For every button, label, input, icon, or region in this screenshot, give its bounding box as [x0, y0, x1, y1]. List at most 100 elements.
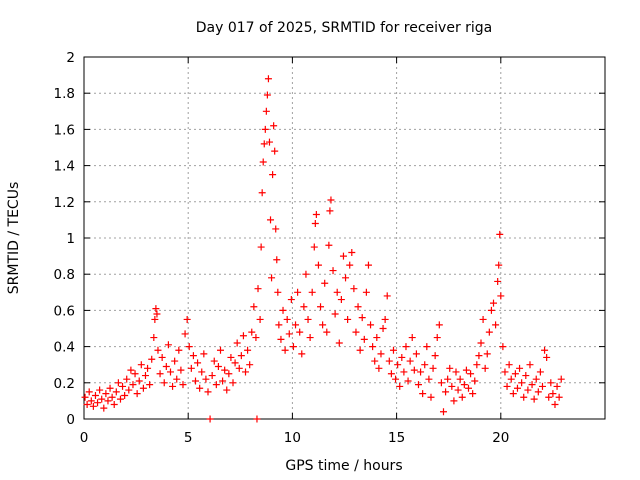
data-point — [541, 346, 549, 354]
data-point — [394, 361, 402, 369]
data-point — [490, 299, 498, 307]
x-tick-label: 20 — [492, 430, 509, 446]
data-point — [287, 296, 295, 304]
y-tick-label: 1.8 — [54, 86, 75, 102]
data-point — [475, 352, 483, 360]
data-point — [206, 415, 214, 423]
data-point — [479, 315, 487, 323]
data-point — [534, 388, 542, 396]
data-point — [183, 315, 191, 323]
data-point — [125, 386, 133, 394]
data-point — [404, 377, 412, 385]
data-point — [242, 368, 250, 376]
data-point — [166, 368, 174, 376]
data-point — [536, 368, 544, 376]
data-point — [121, 391, 129, 399]
data-point — [294, 288, 302, 296]
data-point — [358, 314, 366, 322]
data-point — [116, 395, 124, 403]
data-point — [494, 277, 502, 285]
data-point — [400, 368, 408, 376]
data-point — [410, 366, 418, 374]
data-point — [281, 346, 289, 354]
data-point — [244, 346, 252, 354]
y-tick-label: 1.4 — [54, 159, 75, 175]
y-tick-label: 0.2 — [54, 376, 75, 392]
data-point — [87, 397, 95, 405]
data-point — [171, 357, 179, 365]
data-point — [248, 328, 256, 336]
data-point — [135, 377, 143, 385]
data-point — [212, 381, 220, 389]
data-point — [256, 315, 264, 323]
data-point — [487, 306, 495, 314]
data-point — [412, 350, 420, 358]
data-point — [464, 384, 472, 392]
data-point — [452, 368, 460, 376]
data-point — [509, 390, 517, 398]
data-point — [495, 261, 503, 269]
data-point — [81, 393, 89, 401]
data-point — [208, 372, 216, 380]
data-point — [437, 379, 445, 387]
data-point — [267, 216, 275, 224]
data-point — [473, 361, 481, 369]
data-point — [442, 388, 450, 396]
data-point — [379, 325, 387, 332]
data-point — [311, 220, 319, 228]
data-point — [83, 401, 91, 409]
data-point — [385, 357, 393, 365]
y-tick-label: 1.6 — [54, 122, 75, 138]
data-point — [389, 346, 397, 354]
data-point — [528, 381, 536, 389]
data-point — [551, 401, 559, 409]
data-point — [268, 274, 276, 282]
data-point — [557, 375, 565, 383]
data-point — [272, 225, 280, 233]
data-point — [469, 390, 477, 398]
data-point — [91, 391, 99, 399]
data-point — [227, 353, 235, 361]
data-point — [175, 346, 183, 354]
data-point — [344, 315, 352, 323]
data-point — [191, 377, 199, 385]
data-point — [383, 292, 391, 300]
data-point — [348, 248, 356, 256]
data-point — [402, 343, 410, 351]
data-point — [375, 364, 383, 372]
data-points — [81, 75, 565, 423]
data-point — [433, 334, 441, 342]
data-point — [497, 292, 505, 300]
data-point — [419, 390, 427, 398]
data-point — [321, 279, 329, 287]
data-point — [329, 267, 337, 275]
data-point — [210, 357, 218, 365]
data-point — [214, 363, 222, 371]
data-point — [254, 285, 262, 293]
data-point — [352, 328, 360, 336]
data-point — [298, 350, 306, 358]
data-point — [450, 397, 458, 405]
data-point — [373, 334, 381, 342]
data-point — [129, 381, 137, 389]
data-point — [524, 386, 532, 394]
data-point — [342, 274, 350, 282]
data-point — [229, 379, 237, 387]
data-point — [237, 352, 245, 360]
data-point — [265, 138, 273, 146]
data-point — [110, 401, 118, 409]
data-point — [520, 393, 528, 401]
data-point — [477, 339, 485, 347]
data-point — [259, 158, 267, 166]
y-tick-label: 0.6 — [54, 303, 75, 319]
data-point — [460, 381, 468, 389]
y-tick-label: 0.4 — [54, 340, 75, 356]
data-point — [185, 343, 193, 351]
data-point — [360, 335, 368, 343]
data-point — [346, 261, 354, 269]
data-point — [547, 379, 555, 387]
data-point — [503, 382, 511, 390]
data-point — [106, 384, 114, 392]
data-point — [94, 399, 102, 407]
